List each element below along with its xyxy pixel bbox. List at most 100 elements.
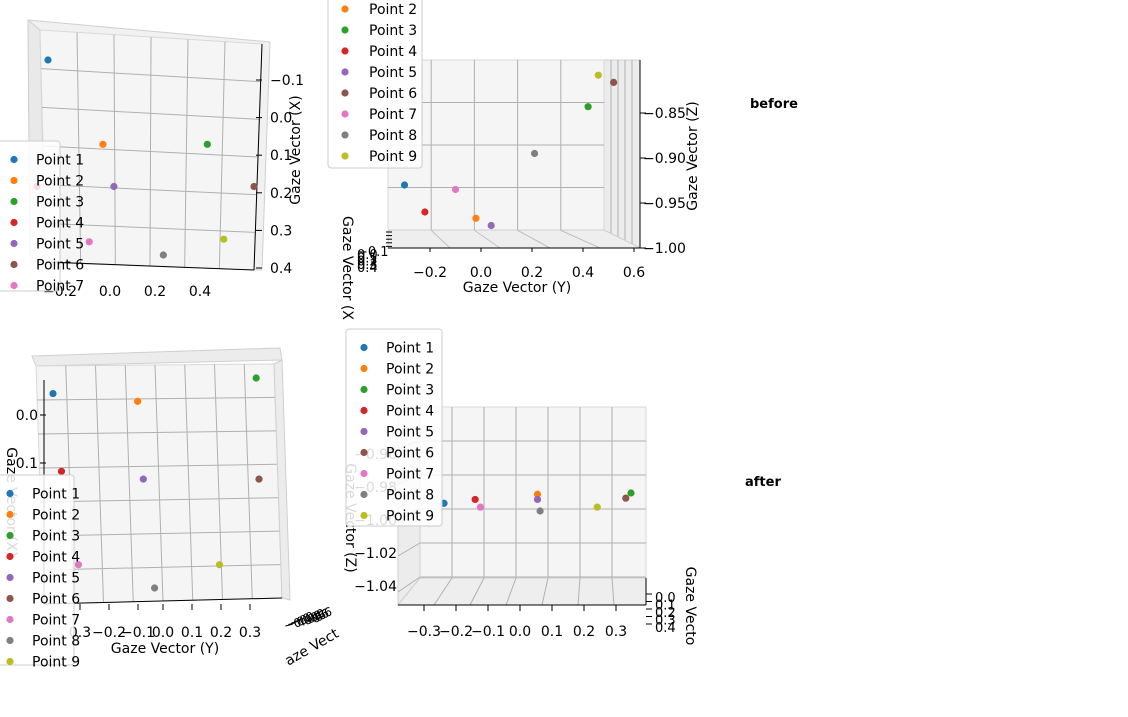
p4-point: [476, 503, 484, 511]
p2-z-tick-label: 0.3: [357, 258, 378, 273]
p1-tick-label-partial: 0.2: [144, 284, 166, 300]
p2-z-tick-label: 0.2: [357, 255, 378, 270]
p3-side-pane: [273, 359, 291, 601]
p4-floor-pane: [396, 577, 647, 606]
p3-back-pane: [31, 347, 283, 367]
legend-marker: [10, 239, 18, 248]
p4-gridline: [469, 577, 485, 606]
p2-tick-label: 0.6: [623, 265, 645, 281]
legend-marker: [10, 197, 18, 206]
legend-marker: [360, 427, 368, 436]
p4-z-tick-label: 0.2: [655, 606, 676, 621]
legend-label: Point 6: [32, 592, 80, 608]
p1-gridline: [42, 145, 259, 158]
legend-label: Point 3: [36, 195, 84, 211]
p4-gridline: [611, 577, 615, 606]
legend-marker: [6, 531, 14, 540]
p4-point: [533, 495, 542, 504]
p4-tick-label: 0.2: [573, 624, 595, 640]
legend-marker: [360, 490, 368, 499]
p2-gridline: [516, 229, 551, 249]
legend-label: Point 9: [369, 149, 417, 165]
p1-tick-label: 0.2: [270, 186, 292, 202]
legend-marker: [360, 343, 368, 352]
p1-point: [220, 235, 228, 243]
p2-z-tick-label: −0.1: [357, 245, 389, 260]
p3-tick-label: 0.0: [152, 625, 174, 641]
p2-floor-pane: [387, 229, 641, 249]
legend-label: Point 1: [32, 487, 80, 503]
legend-marker: [341, 131, 349, 139]
p1-point: [99, 140, 107, 148]
p4-point: [622, 494, 630, 502]
legend-label: Point 1: [36, 153, 84, 169]
legend-marker: [6, 510, 14, 519]
p2-point: [610, 78, 618, 86]
p3-tick-label: 0.2: [210, 625, 232, 641]
p4-gridline: [541, 577, 549, 606]
legend-marker: [6, 636, 14, 645]
legend-marker: [341, 89, 349, 97]
p4-tick-label: −0.2: [439, 624, 473, 640]
p2-point: [584, 103, 592, 111]
legend-marker: [10, 155, 18, 164]
legend-marker: [341, 5, 349, 13]
legend-marker: [10, 218, 18, 227]
p3-point: [74, 561, 82, 569]
legend-marker: [10, 176, 18, 185]
legend-label: Point 7: [369, 107, 417, 123]
p1-tick-label: 0.3: [270, 223, 292, 239]
p1-point: [203, 140, 211, 148]
p2-point: [487, 221, 495, 230]
p3-point: [49, 389, 57, 398]
legend-marker: [360, 469, 368, 478]
p4-z-tick-label: 0.0: [655, 591, 676, 606]
p4-point: [593, 503, 601, 511]
legend-marker: [360, 406, 368, 415]
p3-point: [252, 374, 260, 382]
p1-point: [110, 182, 118, 191]
legend-label: Point 9: [386, 509, 434, 525]
p3-tick-label: 0.1: [181, 625, 203, 641]
p1-tick-label-partial: 0.4: [189, 284, 211, 300]
p3-point: [150, 584, 159, 592]
p4-tick-label: −1.02: [354, 546, 397, 562]
p3-gridline: [184, 364, 194, 601]
p4-gridline: [577, 577, 581, 606]
p4-tick-label: −0.3: [407, 624, 441, 640]
p2-tick-label: 0.4: [572, 265, 594, 281]
legend-marker: [6, 657, 14, 666]
legend-marker: [341, 152, 349, 160]
p3-gridline: [41, 530, 280, 537]
p4-point: [536, 507, 544, 515]
p3-gridline: [40, 497, 279, 503]
p2-axis-label: Gaze Vector (Z): [685, 101, 701, 210]
p3-axis-label: Gaze Vector (Y): [111, 641, 219, 657]
p1-tick-label: 0.0: [270, 111, 292, 127]
legend-marker: [6, 594, 14, 603]
p1-point: [250, 182, 258, 191]
p3-gridline: [154, 364, 164, 602]
p3-point: [139, 475, 147, 483]
p4-gridline: [505, 577, 517, 606]
p2-gridline: [473, 229, 501, 249]
p2-point: [421, 208, 429, 216]
p3-gridline: [243, 364, 253, 599]
p2-point: [472, 214, 480, 222]
p2-tick-label: 0.2: [521, 265, 543, 281]
p2-axis-label: Gaze Vector (Y): [463, 280, 571, 296]
p2-z-tick-label: 0.0: [357, 248, 378, 263]
legend-label: Point 6: [36, 258, 84, 274]
p2-side-pane: [603, 59, 641, 249]
p3-gridline: [42, 564, 281, 571]
p3-point: [134, 397, 142, 405]
legend-label: Point 7: [386, 467, 434, 483]
p4-tick-label: 0.3: [605, 624, 627, 640]
legend-label: Point 5: [32, 571, 80, 587]
p1-tick-label: 0.1: [270, 148, 292, 164]
legend-label: Point 2: [369, 2, 417, 18]
legend-marker: [6, 615, 14, 624]
p2-tick-label: −0.85: [643, 106, 686, 122]
legend-label: Point 6: [369, 86, 417, 102]
p2-axis-label: Gaze Vector (X: [339, 216, 355, 320]
